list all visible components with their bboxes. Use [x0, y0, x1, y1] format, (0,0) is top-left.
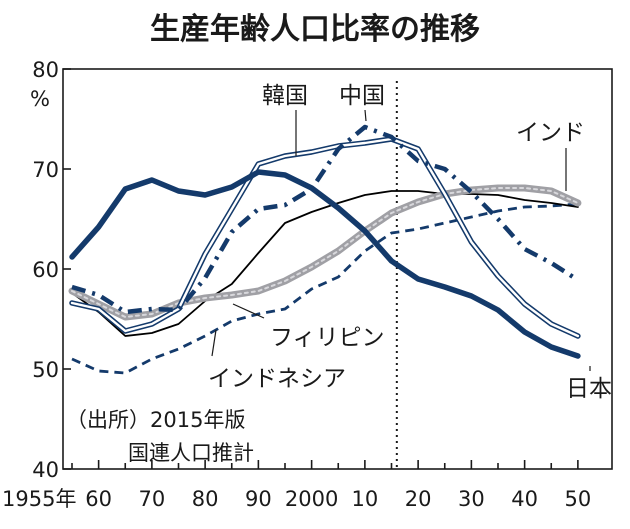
series-label: 日本 [566, 376, 612, 402]
series-label-leader [211, 329, 217, 357]
series-double-outline [69, 136, 581, 339]
x-tick-label: 50 [565, 487, 592, 511]
series-thick-line [69, 169, 581, 359]
series-thin-line [71, 190, 579, 337]
series-label: フィリピン [270, 325, 385, 351]
series-label: インドネシア [208, 366, 346, 392]
series-label: 中国 [339, 83, 385, 109]
x-tick-label: 2000 [285, 487, 338, 511]
x-tick-label: 20 [405, 487, 432, 511]
y-tick-label: 60 [32, 258, 59, 282]
axis-layer: 40 50 60 70 80 1955年 60 70 80 90 2000 10 20 30 40 50 [2, 58, 591, 511]
x-tick-label: 60 [85, 487, 112, 511]
chart-title: 生産年齢人口比率の推移 [150, 12, 480, 47]
series-double-core [70, 137, 580, 338]
x-tick-label: 40 [511, 487, 538, 511]
series-label: インド [516, 120, 585, 146]
y-tick-label: 50 [32, 358, 59, 382]
y-tick-label: 40 [32, 458, 59, 482]
x-tick-label: 30 [458, 487, 485, 511]
series-layer [68, 124, 582, 375]
series-label: 韓国 [262, 83, 308, 109]
y-tick-label: 70 [32, 158, 59, 182]
source-line-1: （出所）2015年版 [66, 408, 245, 432]
series-label-leader [232, 303, 265, 319]
x-tick-label: 70 [139, 487, 166, 511]
series-grey-texture [71, 187, 579, 318]
x-tick-label: 80 [192, 487, 219, 511]
series-label-leader [364, 109, 367, 122]
x-tick-label: 90 [245, 487, 272, 511]
x-tick-label: 10 [352, 487, 379, 511]
source-line-2: 国連人口推計 [128, 441, 254, 465]
x-tick-label: 1955年 [2, 487, 76, 511]
y-tick-label: 80 [32, 58, 59, 82]
y-axis-unit: % [30, 87, 50, 111]
